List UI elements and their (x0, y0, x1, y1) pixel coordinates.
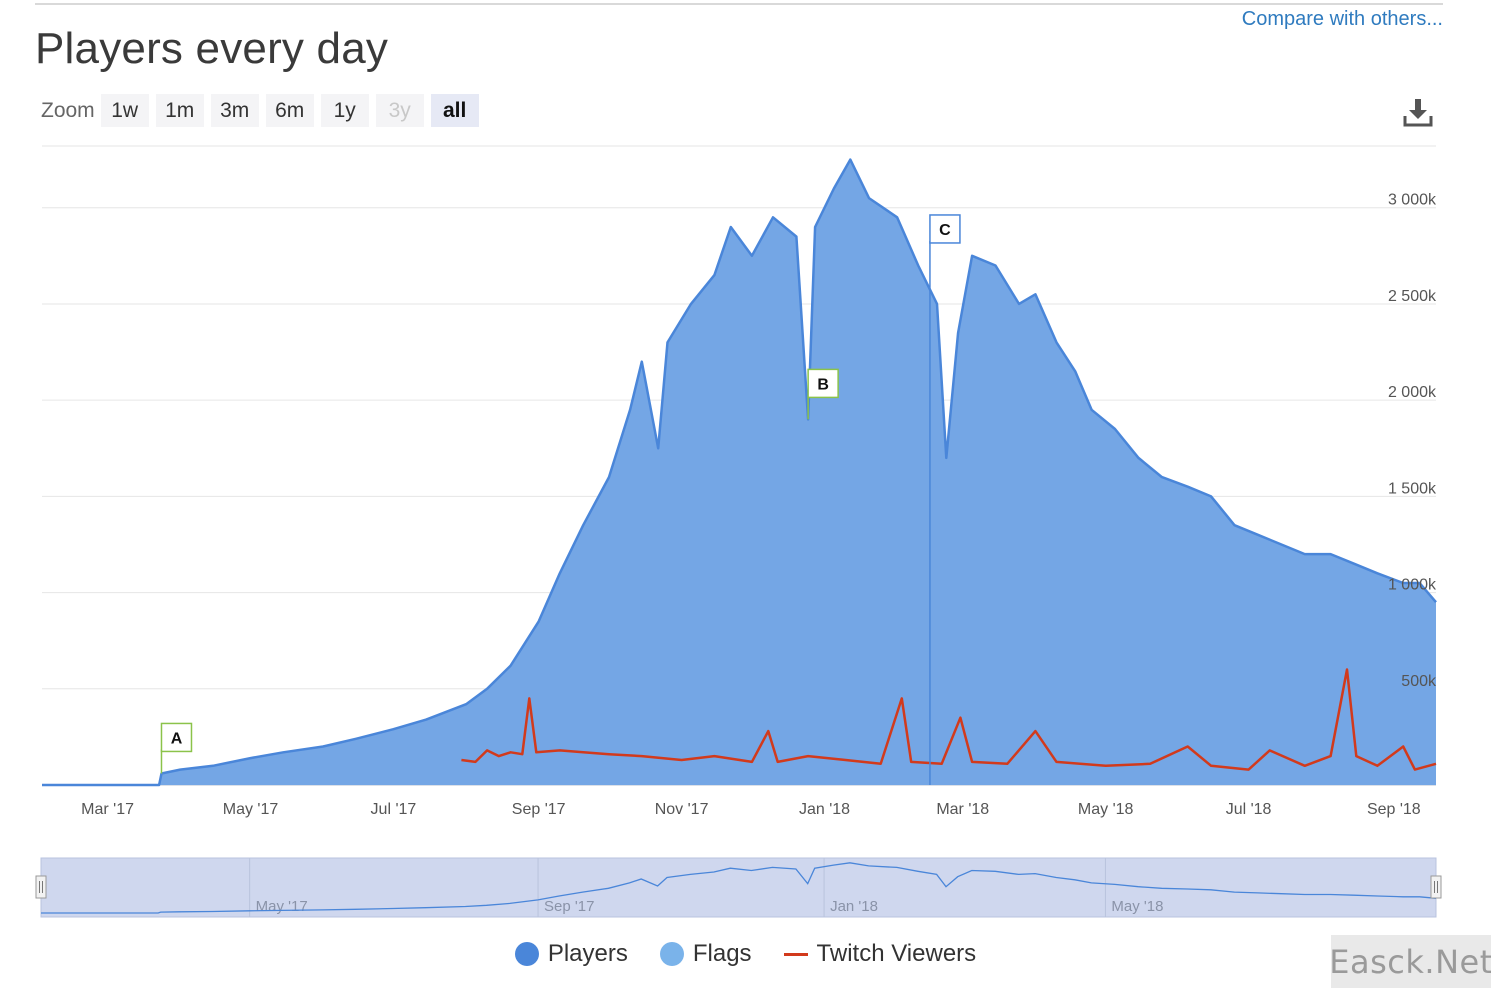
twitch-swatch-icon (783, 952, 808, 956)
top-divider (35, 3, 1443, 5)
y-tick-label: 1 000k (1388, 577, 1437, 594)
navigator-selection (40, 857, 1437, 918)
players-series-line (42, 158, 1437, 787)
navigator-label: Jan '18 (830, 898, 878, 915)
flag-label: C (939, 222, 951, 239)
zoom-all-button[interactable]: all (430, 94, 479, 127)
flag-box (160, 722, 193, 753)
legend-item-players[interactable]: Players (514, 940, 628, 968)
flag-box (807, 368, 839, 399)
zoom-3m-button[interactable]: 3m (210, 94, 259, 127)
navigator-label: May '17 (256, 898, 308, 915)
players-area (42, 158, 1437, 787)
y-tick-label: 2 000k (1388, 384, 1437, 401)
flag-label: B (817, 376, 829, 393)
y-tick-label: 2 500k (1388, 288, 1437, 305)
zoom-1m-button[interactable]: 1m (155, 94, 204, 127)
x-axis-labels: Mar '17 May '17 Jul '17 Sep '17 Nov '17 Jan '… (81, 801, 1421, 818)
compare-link[interactable]: Compare with others... (1241, 8, 1443, 30)
zoom-label: Zoom (41, 98, 95, 122)
navigator[interactable]: May '17 Sep '17 Jan '18 May '18 (35, 857, 1442, 918)
flags-swatch-icon (659, 942, 684, 966)
zoom-1w-button[interactable]: 1w (100, 94, 149, 127)
y-tick-label: 500k (1401, 673, 1437, 690)
navigator-label: May '18 (1111, 898, 1163, 915)
y-tick-label: 3 000k (1388, 192, 1437, 209)
flag-label: A (171, 730, 183, 747)
flag-box (929, 214, 961, 244)
players-chart: A B C 500k 1 000k 1 500k 2 000k 2 500k 3 000k M… (35, 145, 1442, 918)
x-tick-label: Jan '18 (799, 801, 850, 818)
legend-item-twitch-viewers[interactable]: Twitch Viewers (783, 940, 977, 968)
x-tick-label: Jul '18 (1226, 801, 1272, 818)
navigator-right-handle[interactable] (1430, 875, 1442, 899)
download-icon[interactable] (1402, 96, 1434, 128)
x-tick-label: Mar '17 (81, 801, 134, 818)
legend-label: Twitch Viewers (816, 940, 977, 967)
twitch-series-line (461, 668, 1437, 771)
x-tick-label: Nov '17 (655, 801, 709, 818)
zoom-6m-button[interactable]: 6m (265, 94, 314, 127)
x-tick-label: Mar '18 (936, 801, 989, 818)
page-title: Players every day (35, 24, 389, 73)
x-tick-label: May '17 (223, 801, 279, 818)
flags-layer: A B C (160, 214, 961, 785)
y-tick-label: 1 500k (1388, 480, 1437, 497)
players-area-fill (42, 159, 1436, 786)
x-tick-label: May '18 (1078, 801, 1134, 818)
x-tick-label: Sep '17 (512, 801, 566, 818)
x-tick-label: Sep '18 (1367, 801, 1421, 818)
x-tick-label: Jul '17 (371, 801, 417, 818)
legend-label: Flags (692, 940, 752, 967)
twitch-line (461, 668, 1437, 771)
zoom-1y-button[interactable]: 1y (320, 94, 369, 127)
watermark: Easck.Net (1329, 935, 1491, 988)
players-swatch-icon (514, 942, 539, 966)
zoom-3y-button: 3y (375, 94, 424, 127)
zoom-bar: Zoom 1w 1m 3m 6m 1y 3y all (41, 94, 486, 127)
legend-item-flags[interactable]: Flags (659, 940, 752, 968)
navigator-series-line (41, 862, 1437, 914)
legend: Players Flags Twitch Viewers (0, 940, 1491, 968)
navigator-label: Sep '17 (544, 898, 594, 915)
y-axis-labels: 500k 1 000k 1 500k 2 000k 2 500k 3 000k (1388, 192, 1437, 690)
legend-label: Players (547, 940, 628, 967)
navigator-left-handle[interactable] (35, 875, 47, 899)
